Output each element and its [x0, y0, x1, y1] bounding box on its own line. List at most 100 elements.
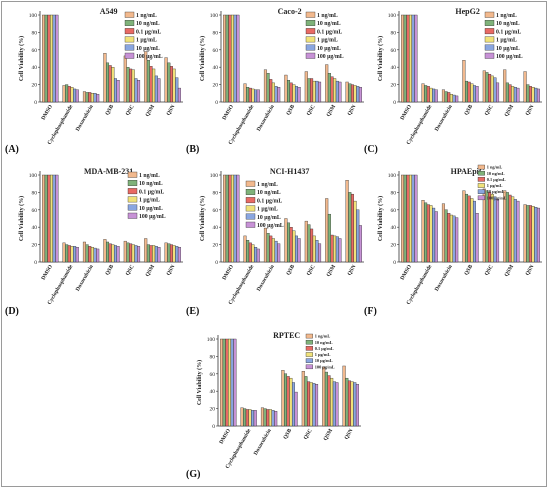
bar	[429, 205, 433, 263]
legend-label: 100 μg/mL	[257, 223, 284, 229]
x-tick-label: Doxorubicin	[434, 104, 454, 132]
bar	[452, 94, 456, 103]
bar	[455, 217, 459, 263]
bar	[277, 87, 281, 103]
legend-label: 1 μg/mL	[257, 207, 278, 213]
bar	[131, 244, 135, 263]
legend-swatch	[124, 52, 135, 59]
bar	[345, 180, 349, 263]
bar	[307, 78, 311, 103]
legend-swatch	[124, 20, 135, 26]
bar	[67, 86, 71, 103]
panel-label: (E)	[186, 306, 199, 317]
legend-swatch	[124, 36, 135, 43]
bar	[82, 241, 86, 263]
bar	[411, 14, 415, 103]
y-tick-label: 80	[213, 190, 219, 196]
y-tick-label: 0	[215, 100, 218, 106]
bar	[233, 14, 237, 103]
bar	[318, 243, 322, 263]
bar	[231, 174, 235, 263]
bar	[243, 83, 247, 103]
bar	[246, 87, 250, 103]
bar	[335, 80, 339, 103]
bar	[137, 80, 141, 103]
bar	[333, 78, 337, 103]
x-tick-label: QSN	[525, 264, 536, 277]
y-tick-label: 80	[391, 30, 397, 36]
bar	[263, 408, 267, 427]
x-tick-label: Doxorubicin	[253, 428, 273, 456]
bar	[271, 410, 275, 427]
bar	[75, 89, 79, 103]
y-tick-label: 60	[391, 48, 397, 54]
bar	[231, 14, 235, 103]
bar	[254, 247, 258, 263]
bar	[350, 381, 354, 427]
y-tick-label: 0	[393, 260, 396, 266]
bar	[429, 87, 433, 103]
bar	[414, 174, 418, 263]
legend-label: 10 ng/mL	[487, 171, 505, 176]
bar	[225, 174, 229, 263]
legend-label: 1 μg/mL	[487, 183, 503, 188]
bar	[434, 89, 438, 103]
legend-swatch	[245, 189, 256, 195]
bar	[90, 247, 94, 263]
chart-title: A549	[100, 7, 118, 16]
bar	[496, 199, 500, 263]
legend-label: 10 μg/mL	[317, 46, 341, 52]
x-tick-label: DMSO	[41, 103, 55, 121]
bar	[467, 195, 471, 263]
bar	[236, 14, 240, 103]
bar	[65, 244, 69, 263]
y-tick-label: 60	[32, 208, 38, 214]
bar	[70, 246, 74, 263]
bar	[470, 83, 474, 103]
bar	[108, 243, 112, 263]
bar	[312, 80, 316, 103]
bar	[304, 220, 308, 263]
legend-swatch	[305, 333, 313, 339]
bar	[401, 14, 405, 103]
bar	[277, 243, 281, 263]
legend-swatch	[305, 352, 313, 357]
legend-label: 100 μg/mL	[139, 214, 166, 220]
bar	[169, 66, 173, 103]
bar	[304, 376, 308, 427]
bar	[106, 62, 110, 103]
legend-swatch	[127, 171, 138, 178]
y-tick-label: 0	[215, 260, 218, 266]
x-tick-label: QSB	[286, 104, 297, 117]
bar	[358, 87, 362, 103]
bar	[96, 248, 100, 263]
bar	[274, 240, 278, 263]
x-tick-label: QSN	[166, 264, 177, 277]
bar	[228, 338, 232, 427]
bar	[123, 240, 127, 263]
bar	[496, 82, 500, 103]
bar	[294, 86, 298, 103]
bar	[447, 92, 451, 103]
x-tick-label: QSM	[504, 103, 516, 118]
bar	[322, 366, 326, 427]
bar	[167, 243, 171, 263]
legend-swatch	[477, 177, 485, 182]
bar	[294, 235, 298, 263]
bar	[441, 203, 445, 263]
legend-swatch	[477, 189, 485, 194]
bar	[292, 230, 296, 263]
bar	[73, 88, 77, 103]
x-tick-label: QSN	[166, 104, 177, 117]
bar	[245, 409, 249, 427]
y-axis-label: Cell Viability (%)	[377, 196, 384, 241]
bar	[403, 174, 407, 263]
bar	[111, 244, 115, 263]
bar	[526, 205, 530, 263]
panel-label: (C)	[364, 144, 378, 155]
legend-swatch	[305, 339, 313, 345]
